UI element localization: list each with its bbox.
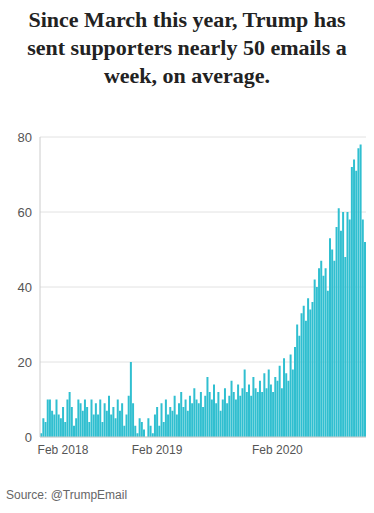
svg-text:40: 40 [18, 280, 32, 295]
svg-text:Feb 2018: Feb 2018 [38, 443, 89, 457]
svg-text:60: 60 [18, 205, 32, 220]
svg-text:80: 80 [18, 130, 32, 145]
svg-text:20: 20 [18, 355, 32, 370]
html-text:Source: @TrumpEmail: Source: @TrumpEmail [6, 488, 128, 502]
svg-text:Feb 2020: Feb 2020 [252, 443, 303, 457]
svg-text:0: 0 [25, 430, 32, 445]
html-text:Since March this year, Trump h: Since March this year, Trump has sent su… [27, 7, 347, 88]
svg-text:Feb 2019: Feb 2019 [132, 443, 183, 457]
